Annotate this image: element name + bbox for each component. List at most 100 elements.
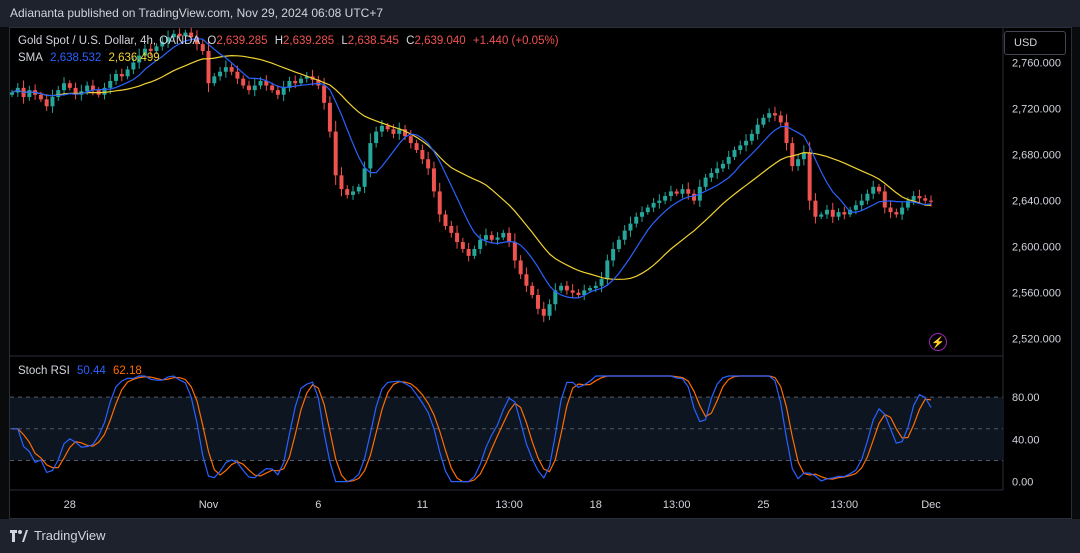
candle-body — [44, 99, 49, 107]
price-legend: Gold Spot / U.S. Dollar, 4h, OANDA O2,63… — [18, 35, 563, 47]
time-tick-label: 13:00 — [831, 499, 859, 511]
candle-body — [674, 191, 679, 194]
candle-body — [472, 248, 477, 256]
high-label: H — [274, 35, 284, 47]
candle-body — [142, 48, 147, 56]
candle-body — [703, 177, 708, 187]
candle-body — [177, 33, 182, 37]
candle-body — [761, 117, 766, 125]
candle-body — [871, 186, 876, 194]
candle-body — [73, 87, 78, 95]
candle-body — [686, 189, 691, 194]
candle-body — [85, 85, 90, 92]
candle-body — [108, 80, 113, 88]
sma-slow-line — [11, 54, 932, 280]
candle-body — [778, 115, 783, 123]
candle-body — [374, 131, 379, 144]
candle-body — [275, 90, 280, 95]
candle-body — [622, 230, 627, 240]
close-label: C — [406, 35, 415, 47]
top-bar: Adiananta published on TradingView.com, … — [0, 0, 1080, 27]
candle-body — [819, 214, 824, 217]
sma-fast-value: 2,638.532 — [50, 52, 102, 64]
candle-body — [738, 145, 743, 150]
brand-name: TradingView — [34, 528, 106, 543]
currency-label: USD — [1014, 37, 1038, 49]
candle-body — [593, 285, 598, 289]
candle-body — [38, 94, 43, 100]
candle-body — [246, 85, 251, 91]
candle-body — [582, 290, 587, 296]
candle-body — [466, 248, 471, 256]
price-tick-label: 2,720.000 — [1012, 104, 1061, 116]
candle-body — [426, 159, 431, 169]
time-tick-label: 11 — [417, 499, 428, 511]
candle-body — [888, 207, 893, 213]
candle-body — [403, 129, 408, 137]
candle-body — [339, 175, 344, 190]
candle-body — [189, 32, 194, 38]
time-tick-label: 13:00 — [663, 499, 691, 511]
sma-slow-value: 2,636.499 — [108, 52, 160, 64]
candle-body — [917, 196, 922, 199]
candle-body — [252, 85, 257, 91]
price-tick-label: 2,760.000 — [1012, 58, 1061, 70]
candle-body — [877, 186, 881, 192]
candle-body — [27, 90, 32, 98]
candle-body — [56, 90, 61, 98]
candle-body — [801, 152, 806, 160]
candle-body — [281, 87, 286, 95]
sma-legend: SMA 2,638.532 2,636.499 — [18, 52, 164, 64]
time-tick-label: Dec — [921, 499, 941, 511]
sma-fast-line — [11, 37, 932, 299]
candle-body — [414, 143, 419, 150]
candle-body — [512, 242, 517, 261]
candle-body — [137, 55, 142, 63]
currency-button[interactable]: USD — [1004, 31, 1066, 55]
stoch-tick-label: 40.00 — [1012, 434, 1040, 446]
price-tick-label: 2,520.000 — [1012, 334, 1061, 346]
lightning-icon[interactable]: ⚡ — [929, 333, 947, 351]
candle-body — [576, 292, 581, 296]
change-value: +1.440 (+0.05%) — [472, 35, 559, 47]
candle-body — [194, 37, 199, 45]
candle-body — [114, 74, 119, 81]
sma-label: SMA — [18, 52, 43, 64]
candle-body — [385, 125, 390, 130]
candle-body — [125, 69, 130, 77]
candle-body — [790, 143, 795, 167]
tradingview-mark-icon — [10, 529, 28, 542]
candle-body — [154, 46, 159, 52]
time-tick-label: Nov — [199, 499, 219, 511]
candle-body — [351, 191, 356, 195]
candle-body — [90, 85, 95, 91]
candle-body — [206, 51, 211, 84]
candle-body — [200, 44, 205, 52]
candle-body — [530, 285, 535, 296]
candle-body — [241, 78, 246, 86]
candle-body — [628, 223, 633, 231]
candle-body — [489, 235, 494, 240]
candle-body — [645, 207, 650, 213]
tradingview-logo[interactable]: TradingView — [10, 528, 106, 543]
candle-body — [905, 200, 910, 208]
stoch-d-line — [12, 375, 932, 483]
candle-body — [483, 235, 488, 240]
candle-body — [287, 80, 292, 88]
candle-body — [547, 304, 552, 316]
stoch-k-line — [12, 375, 932, 483]
candle-body — [720, 163, 725, 169]
candle-body — [362, 168, 367, 187]
candle-body — [726, 156, 731, 164]
candle-body — [148, 48, 153, 52]
candle-body — [235, 71, 240, 79]
candle-body — [605, 260, 610, 279]
price-tick-label: 2,680.000 — [1012, 150, 1061, 162]
candle-body — [379, 125, 384, 132]
candle-body — [923, 198, 928, 201]
time-tick-label: 6 — [315, 499, 321, 511]
candle-body — [322, 85, 327, 103]
open-value: 2,639.285 — [216, 35, 268, 47]
price-tick-label: 2,640.000 — [1012, 196, 1061, 208]
